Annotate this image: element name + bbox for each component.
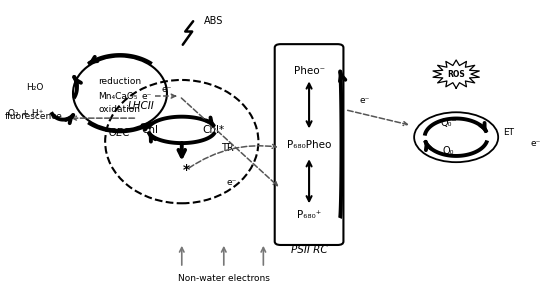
Text: P₆₈₀Pheo: P₆₈₀Pheo (287, 140, 331, 150)
Text: P₆₈₀⁺: P₆₈₀⁺ (297, 210, 321, 220)
Text: oxidation: oxidation (99, 105, 141, 114)
Text: Pheo⁻: Pheo⁻ (294, 66, 325, 76)
Text: *: * (183, 163, 190, 176)
Text: O₂ + H⁺: O₂ + H⁺ (8, 109, 43, 118)
Text: e⁻: e⁻ (360, 96, 370, 105)
Text: e⁻: e⁻ (530, 139, 540, 148)
Text: Q₀: Q₀ (443, 146, 455, 156)
Text: fluorescence: fluorescence (5, 112, 63, 121)
Text: H₂O: H₂O (26, 83, 43, 92)
Text: Non-water electrons: Non-water electrons (178, 274, 270, 283)
Text: PSII RC: PSII RC (291, 245, 327, 255)
Text: LHCII: LHCII (127, 101, 154, 112)
Text: Chl: Chl (141, 125, 158, 135)
Polygon shape (433, 60, 480, 88)
Text: Mn₄CaO₅: Mn₄CaO₅ (98, 92, 137, 101)
Text: Q₀⁻: Q₀⁻ (441, 119, 457, 129)
Text: ABS: ABS (204, 16, 224, 26)
Text: Chl*: Chl* (203, 125, 225, 135)
Text: e⁻: e⁻ (226, 178, 237, 187)
Text: ROS: ROS (447, 70, 465, 78)
Text: e⁻: e⁻ (142, 92, 152, 101)
Text: ET: ET (503, 128, 514, 137)
Text: OEC: OEC (109, 128, 131, 138)
Text: e⁻: e⁻ (162, 85, 172, 94)
Text: reduction: reduction (98, 77, 141, 86)
Text: TR: TR (221, 142, 234, 153)
